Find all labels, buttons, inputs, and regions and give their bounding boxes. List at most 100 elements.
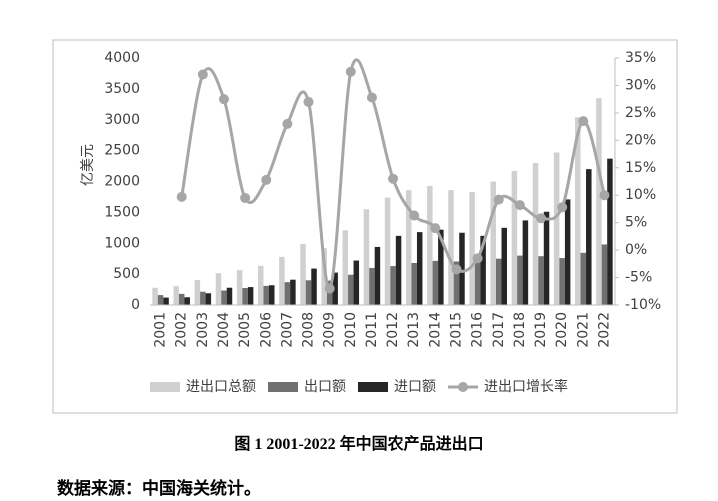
y2-tick-label: 35% <box>625 50 656 66</box>
bar <box>469 191 475 305</box>
line-marker <box>282 118 293 129</box>
bar <box>305 280 312 305</box>
bar <box>242 288 248 305</box>
x-tick-label: 2009 <box>322 312 338 348</box>
bar <box>474 259 481 305</box>
bar <box>405 190 412 305</box>
line-marker <box>176 191 187 202</box>
x-tick-label: 2011 <box>364 312 380 348</box>
bar <box>438 229 444 305</box>
x-tick-label: 2015 <box>448 312 464 348</box>
bar <box>215 273 222 305</box>
legend-swatch <box>358 382 388 392</box>
bar <box>173 286 179 305</box>
x-tick-label: 2005 <box>237 312 253 348</box>
x-tick-label: 2004 <box>216 312 232 348</box>
y-tick-label: 1500 <box>104 204 140 220</box>
bar <box>247 287 254 305</box>
bar <box>564 199 571 305</box>
x-tick-label: 2019 <box>533 312 549 348</box>
bar <box>321 248 327 305</box>
bar <box>511 171 518 305</box>
bar <box>290 279 296 305</box>
bar <box>200 291 206 305</box>
line-marker <box>366 92 377 103</box>
bar <box>205 293 212 305</box>
x-tick-label: 2006 <box>258 312 274 348</box>
x-tick-label: 2018 <box>512 312 528 348</box>
bar <box>532 162 539 305</box>
y2-tick-label: 0% <box>625 242 647 258</box>
bar <box>575 117 581 305</box>
bar <box>448 190 454 305</box>
line-marker <box>240 192 251 203</box>
bar <box>580 252 587 305</box>
line-marker <box>261 174 272 185</box>
line-marker <box>472 253 483 264</box>
x-tick-label: 2010 <box>343 312 359 348</box>
bar <box>501 227 507 305</box>
legend-label: 进出口增长率 <box>484 378 568 395</box>
bar <box>300 243 306 305</box>
line-marker <box>536 213 547 224</box>
line-marker <box>324 283 335 294</box>
y-tick-label: 4000 <box>104 50 140 66</box>
bar <box>453 261 460 305</box>
bar <box>384 197 391 305</box>
chart: 亿美元 0 500 1000 1500 2000 2500 3000 3500 4000 -10%… <box>52 39 678 414</box>
y2-tick-label: 5% <box>625 215 647 231</box>
bar <box>522 220 529 305</box>
bar <box>332 272 338 305</box>
y2-tick-label: 10% <box>625 187 656 203</box>
x-tick-label: 2008 <box>301 312 317 348</box>
bar <box>390 266 396 305</box>
bar <box>496 258 502 305</box>
x-tick-label: 2016 <box>470 312 486 348</box>
x-tick-label: 2017 <box>491 312 507 348</box>
x-tick-label: 2002 <box>174 312 190 348</box>
legend-swatch <box>458 382 468 392</box>
y-axis-label: 亿美元 <box>80 144 96 186</box>
bar <box>152 287 158 305</box>
bar <box>374 246 381 305</box>
y-tick-label: 1000 <box>104 235 140 251</box>
y2-tick-label: 20% <box>625 132 656 148</box>
line-marker <box>493 194 504 205</box>
bar <box>178 293 185 305</box>
y-tick-label: 3000 <box>104 112 140 128</box>
x-tick-label: 2022 <box>596 312 612 348</box>
legend-label: 进口额 <box>394 379 436 395</box>
line-marker <box>218 94 229 105</box>
y-tick-label: 2500 <box>104 143 140 159</box>
line-marker <box>388 173 399 184</box>
x-tick-label: 2012 <box>385 312 401 348</box>
line-marker <box>557 202 568 213</box>
bar <box>480 235 486 305</box>
y-tick-label: 0 <box>131 297 140 313</box>
bar <box>459 232 465 305</box>
line-marker <box>409 210 420 221</box>
bar <box>194 279 201 305</box>
bar <box>269 285 275 305</box>
bar <box>538 256 544 305</box>
bar <box>363 209 370 305</box>
bar <box>221 290 227 305</box>
line-marker <box>430 223 441 234</box>
legend-label: 出口额 <box>304 379 346 395</box>
bar <box>163 297 169 305</box>
line-marker <box>578 116 589 127</box>
line-marker <box>197 69 208 80</box>
bar <box>553 152 560 305</box>
bar <box>157 295 164 305</box>
legend-swatch <box>268 382 298 392</box>
y-tick-label: 2000 <box>104 174 140 190</box>
x-tick-label: 2020 <box>554 312 570 348</box>
line-marker <box>599 190 610 201</box>
bar <box>342 230 349 305</box>
y-tick-label: 500 <box>113 266 140 282</box>
y2-tick-label: 30% <box>625 77 656 93</box>
x-tick-label: 2014 <box>427 312 443 348</box>
bar <box>263 285 269 305</box>
bar <box>258 265 264 305</box>
